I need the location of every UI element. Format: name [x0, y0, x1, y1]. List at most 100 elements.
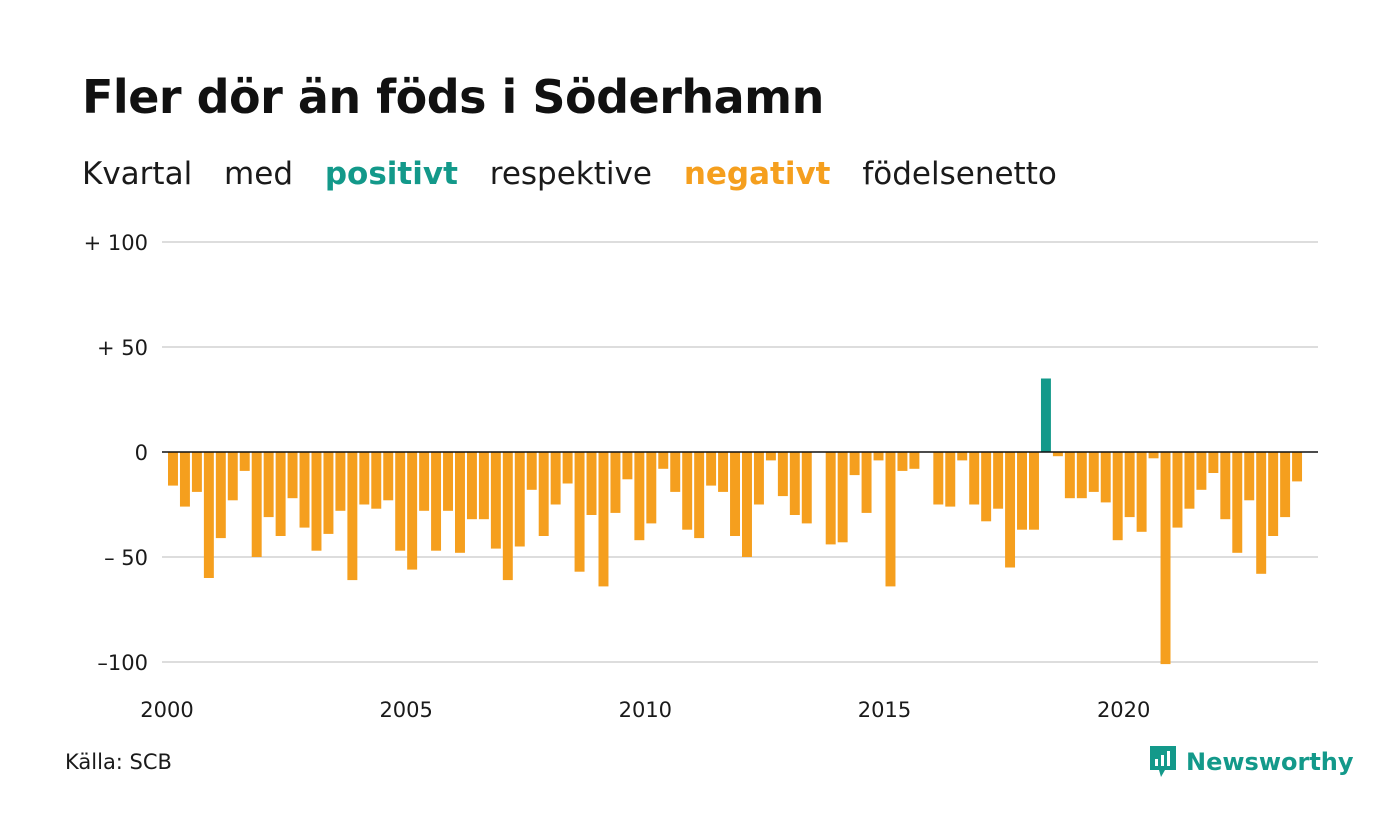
x-tick-label: 2015	[858, 698, 911, 722]
bar-2012Q3	[765, 452, 776, 461]
source-note: Källa: SCB	[65, 750, 172, 774]
bar-2020Q1	[1124, 452, 1135, 518]
bar-2000Q2	[179, 452, 190, 507]
bar-2018Q2	[1040, 378, 1051, 452]
bar-2007Q3	[526, 452, 537, 490]
bar-2022Q4	[1256, 452, 1267, 574]
bar-2010Q4	[682, 452, 693, 530]
bar-2009Q4	[634, 452, 645, 541]
bar-2013Q2	[801, 452, 812, 524]
bar-2002Q4	[299, 452, 310, 528]
x-tick-label: 2005	[379, 698, 432, 722]
legend-positive-label: positivt	[324, 156, 458, 192]
bar-2012Q4	[777, 452, 788, 497]
y-tick-label: –100	[97, 651, 148, 675]
bar-2015Q1	[885, 452, 896, 587]
bar-2019Q4	[1112, 452, 1123, 541]
bar-2022Q1	[1220, 452, 1231, 520]
bar-2000Q4	[203, 452, 214, 578]
bar-2015Q2	[897, 452, 908, 471]
subtitle-word-respektive: respektive	[489, 156, 652, 192]
bar-2003Q2	[323, 452, 334, 534]
bar-2007Q4	[538, 452, 549, 536]
y-axis-labels: + 100 + 50 0 – 50 –100	[84, 231, 148, 675]
bar-2021Q3	[1196, 452, 1207, 490]
bar-2009Q1	[598, 452, 609, 587]
bar-2006Q1	[455, 452, 465, 553]
subtitle-word-kvartal: Kvartal	[82, 156, 193, 192]
bar-2004Q1	[359, 452, 370, 505]
bar-2012Q1	[742, 452, 752, 557]
chart-subtitle: Kvartal med positivt respektive negativt…	[82, 156, 1079, 192]
bar-2017Q2	[993, 452, 1004, 509]
bar-2008Q1	[550, 452, 561, 505]
bar-2000Q1	[168, 452, 178, 486]
bar-2007Q1	[502, 452, 513, 581]
bar-2002Q1	[263, 452, 274, 518]
bar-2004Q4	[395, 452, 406, 551]
bar-chart: + 100 + 50 0 – 50 –100 2000 2005 2010 2015 2020	[84, 231, 1318, 722]
bar-2013Q4	[825, 452, 836, 545]
bar-2007Q2	[514, 452, 525, 547]
bar-2019Q2	[1088, 452, 1099, 492]
y-tick-label: + 100	[84, 231, 148, 255]
bar-2018Q1	[1029, 452, 1039, 530]
bar-2003Q3	[335, 452, 346, 511]
bar-2016Q4	[969, 452, 980, 505]
bar-2008Q4	[586, 452, 597, 515]
bar-2004Q2	[371, 452, 382, 509]
bar-2014Q3	[861, 452, 872, 513]
bar-2002Q2	[275, 452, 286, 536]
bar-2002Q3	[287, 452, 298, 499]
bar-2011Q1	[694, 452, 705, 539]
bar-2011Q3	[718, 452, 729, 492]
bar-2018Q4	[1064, 452, 1075, 499]
bar-2003Q1	[311, 452, 322, 551]
bar-2020Q4	[1160, 452, 1171, 665]
newsworthy-logo-icon	[1150, 746, 1176, 777]
brand-logo: Newsworthy	[1148, 742, 1354, 782]
bar-2008Q2	[562, 452, 573, 484]
subtitle-word-med: med	[224, 156, 293, 192]
brand-name: Newsworthy	[1186, 748, 1354, 776]
bar-2006Q4	[490, 452, 501, 549]
bar-2010Q3	[670, 452, 681, 492]
bar-2005Q4	[443, 452, 453, 511]
bar-2011Q2	[706, 452, 717, 486]
bar-2022Q2	[1232, 452, 1243, 553]
bar-2006Q3	[478, 452, 489, 520]
bar-2003Q4	[347, 452, 358, 581]
bar-2018Q3	[1052, 452, 1063, 457]
bar-2014Q1	[837, 452, 848, 543]
x-tick-label: 2020	[1097, 698, 1150, 722]
bar-2019Q3	[1100, 452, 1111, 503]
bar-2017Q3	[1005, 452, 1016, 568]
bar-2014Q4	[873, 452, 884, 461]
bar-2009Q2	[610, 452, 621, 513]
bar-2001Q4	[251, 452, 262, 557]
bar-2005Q3	[431, 452, 442, 551]
bars	[168, 378, 1303, 665]
bar-2001Q3	[239, 452, 250, 471]
x-tick-label: 2000	[140, 698, 193, 722]
bar-2009Q3	[622, 452, 633, 480]
bar-2000Q3	[191, 452, 202, 492]
bar-2016Q1	[933, 452, 944, 505]
y-tick-label: – 50	[104, 546, 148, 570]
bar-2015Q3	[909, 452, 920, 469]
bar-2005Q2	[419, 452, 430, 511]
bar-2001Q2	[227, 452, 238, 501]
chart-title: Fler dör än föds i Söderhamn	[82, 70, 824, 124]
bar-2001Q1	[215, 452, 226, 539]
bar-2016Q3	[957, 452, 968, 461]
subtitle-word-fodelsenetto: födelsenetto	[862, 156, 1057, 192]
legend-negative-label: negativt	[683, 156, 831, 192]
bar-2023Q2	[1280, 452, 1291, 518]
bar-2017Q1	[981, 452, 992, 522]
y-tick-label: + 50	[97, 336, 148, 360]
bar-2020Q2	[1136, 452, 1147, 532]
bar-2023Q3	[1292, 452, 1303, 482]
x-tick-label: 2010	[619, 698, 672, 722]
bar-2023Q1	[1268, 452, 1279, 536]
bar-2013Q1	[789, 452, 800, 515]
